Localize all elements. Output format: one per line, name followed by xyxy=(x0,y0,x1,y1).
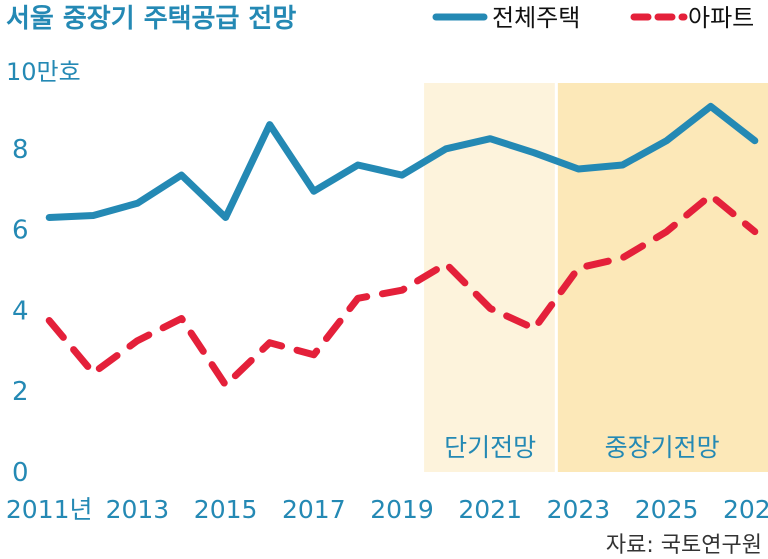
series-lines xyxy=(45,102,759,389)
legend-label-total-housing: 전체주택 xyxy=(492,4,580,32)
x-tick-label-1: 2013 xyxy=(106,495,170,524)
x-tick-label-8: 2027 xyxy=(723,495,768,524)
forecast-band-1 xyxy=(556,83,768,472)
y-axis-ticks: 0 2 4 6 8 xyxy=(12,135,29,488)
x-tick-label-7: 2025 xyxy=(635,495,699,524)
forecast-band-label-1: 중장기전망 xyxy=(605,433,720,462)
legend-label-apartment: 아파트 xyxy=(688,4,754,32)
y-tick-label-3: 6 xyxy=(12,216,29,246)
source-note: 자료: 국토연구원 xyxy=(606,533,762,558)
x-tick-label-4: 2019 xyxy=(370,495,434,524)
x-axis-ticks: 2011년 2013 2015 2017 2019 2021 2023 2025 2027 xyxy=(6,495,768,524)
y-tick-label-4: 8 xyxy=(12,135,29,165)
chart-title: 서울 중장기 주택공급 전망 xyxy=(6,4,296,34)
forecast-bands: 단기전망 중장기전망 xyxy=(424,83,768,472)
x-tick-label-3: 2017 xyxy=(282,495,346,524)
forecast-band-label-0: 단기전망 xyxy=(444,433,536,462)
legend: 전체주택 아파트 xyxy=(432,4,754,32)
x-tick-label-2: 2015 xyxy=(194,495,258,524)
y-tick-label-0: 0 xyxy=(12,458,29,488)
y-axis-unit-label: 10만호 xyxy=(6,58,81,86)
x-tick-label-6: 2023 xyxy=(547,495,611,524)
x-tick-label-0: 2011년 xyxy=(6,495,93,524)
x-tick-label-5: 2021 xyxy=(458,495,522,524)
y-tick-label-2: 4 xyxy=(12,296,29,326)
y-tick-label-1: 2 xyxy=(12,377,29,407)
